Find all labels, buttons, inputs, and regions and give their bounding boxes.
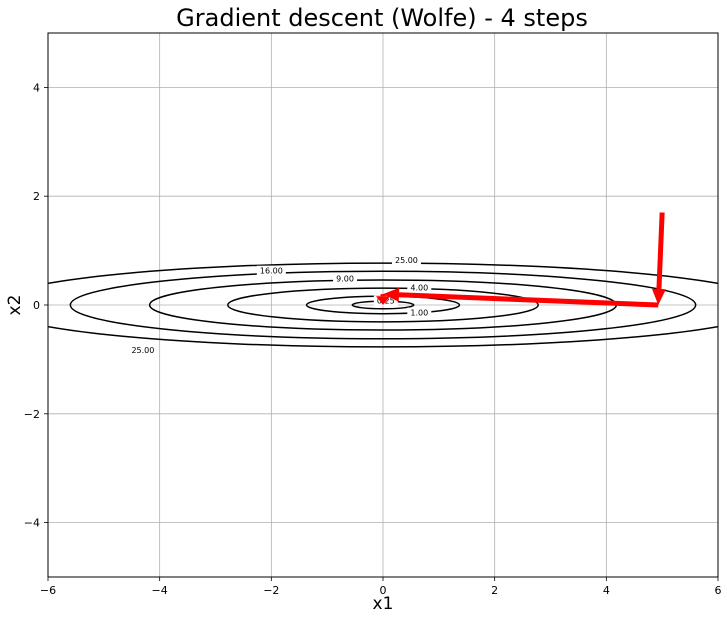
y-tick-label: 0 bbox=[33, 299, 40, 312]
y-axis-label: x2 bbox=[5, 295, 25, 316]
x-tick-label: −6 bbox=[40, 584, 56, 597]
descent-step-arrowhead bbox=[383, 287, 400, 302]
x-tick-label: 4 bbox=[603, 584, 610, 597]
contour-label: 1.00 bbox=[410, 309, 428, 318]
x-tick-label: 2 bbox=[491, 584, 498, 597]
descent-step-line bbox=[398, 292, 659, 308]
contour-label: 9.00 bbox=[336, 274, 354, 283]
y-tick-label: −2 bbox=[24, 408, 40, 421]
contour-label-bg bbox=[407, 282, 432, 293]
contour-level bbox=[69, 270, 697, 340]
y-axis-ticks: −4 −2 0 2 4 bbox=[24, 81, 48, 530]
contour-label-bg bbox=[391, 254, 421, 265]
contour-level bbox=[48, 262, 718, 348]
chart-title: Gradient descent (Wolfe) - 4 steps bbox=[176, 4, 588, 32]
descent-step-arrowhead bbox=[651, 288, 666, 305]
y-tick-label: −4 bbox=[24, 517, 40, 530]
x-tick-label: −4 bbox=[152, 584, 168, 597]
contour-label: 16.00 bbox=[260, 267, 283, 276]
x-tick-label: 6 bbox=[715, 584, 722, 597]
contour-label: 25.00 bbox=[131, 346, 154, 355]
x-tick-label: 0 bbox=[380, 584, 387, 597]
contour-label-bg bbox=[407, 307, 432, 318]
contour-level bbox=[227, 287, 539, 323]
descent-path bbox=[376, 212, 666, 308]
contour-label: 4.00 bbox=[410, 284, 428, 293]
descent-step-arrowhead bbox=[376, 296, 390, 305]
x-tick-label: −2 bbox=[263, 584, 279, 597]
contour-label: 25.00 bbox=[395, 256, 418, 265]
y-tick-label: 2 bbox=[33, 190, 40, 203]
contour-label-bg bbox=[128, 345, 158, 356]
x-axis-label: x1 bbox=[373, 594, 394, 614]
contour-label-bg bbox=[333, 273, 358, 284]
descent-step-line bbox=[656, 212, 665, 290]
x-axis-ticks: −6 −4 −2 0 2 4 6 bbox=[40, 577, 722, 597]
y-tick-label: 4 bbox=[33, 81, 40, 94]
contour-label-bg bbox=[256, 265, 286, 276]
